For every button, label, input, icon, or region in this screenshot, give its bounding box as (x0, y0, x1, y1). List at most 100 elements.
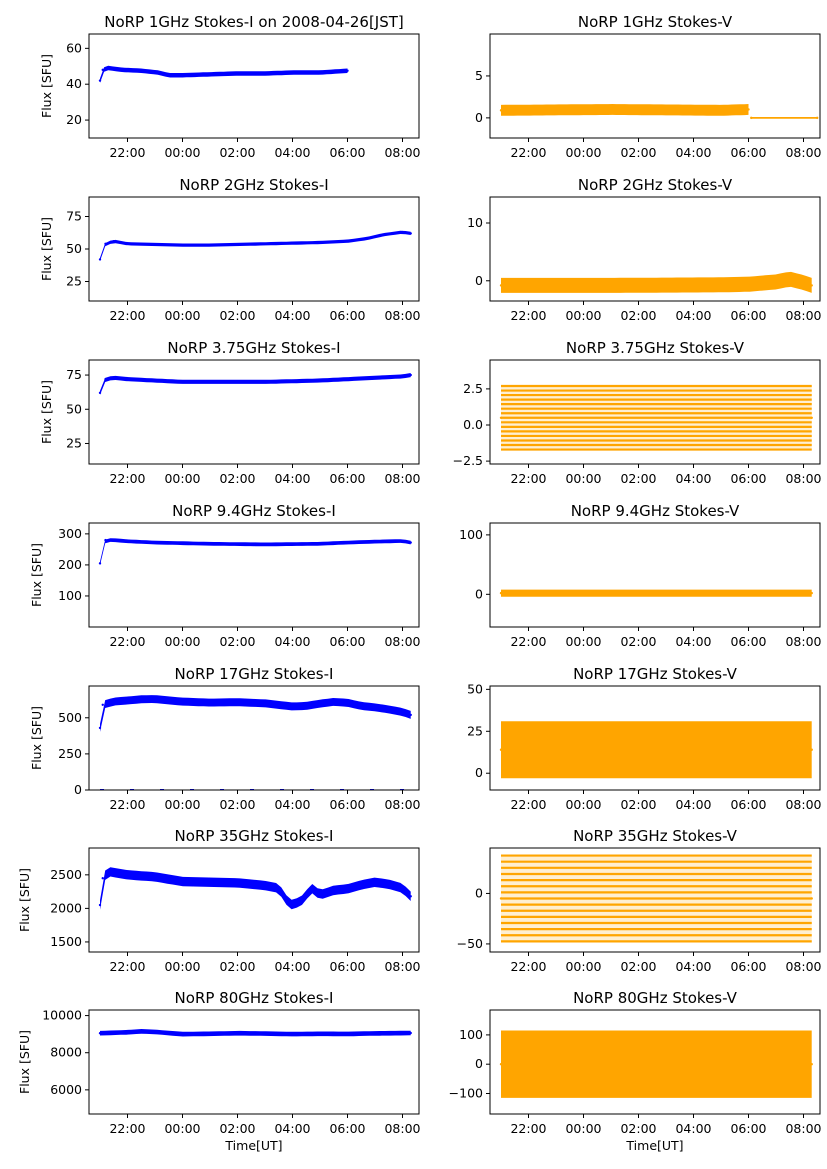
panel-data (98, 65, 349, 83)
y-tick-label: 75 (66, 367, 82, 382)
y-tick-label: 0.0 (463, 417, 483, 432)
x-tick-label: 02:00 (219, 797, 255, 812)
panel-i-375ghz: 25 50 75 22:00 00:00 02:00 04:00 06:00 08:00 NoRP… (39, 339, 421, 486)
data-point (98, 79, 102, 82)
x-tick-label: 02:00 (620, 145, 656, 160)
x-tick-label: 06:00 (329, 145, 365, 160)
data-point (208, 881, 212, 884)
y-tick-label: 2.5 (463, 381, 483, 396)
y-tick-label: 75 (66, 209, 82, 224)
panel-data (98, 695, 412, 790)
y-tick-label: 8000 (50, 1045, 82, 1060)
panel-title: NoRP 2GHz Stokes-I (179, 176, 328, 194)
data-point (360, 704, 363, 708)
y-tick-label: 25 (66, 274, 82, 289)
series-0-band (100, 538, 411, 566)
data-point (208, 1032, 212, 1035)
panel-v-17ghz: 0 25 50 22:00 00:00 02:00 04:00 06:00 08:00 NoRP … (467, 665, 821, 812)
data-point (719, 109, 723, 112)
y-tick-label: 0 (475, 586, 483, 601)
data-point (104, 242, 107, 245)
data-point (126, 873, 129, 877)
x-tick-label: 00:00 (565, 797, 601, 812)
data-point (167, 699, 170, 702)
data-point (263, 884, 267, 887)
x-tick-label: 02:00 (620, 634, 656, 649)
panel-title: NoRP 9.4GHz Stokes-I (172, 502, 336, 520)
x-tick-label: 22:00 (510, 471, 546, 486)
series-0-band (501, 104, 749, 116)
data-point (409, 713, 412, 717)
data-point (291, 542, 294, 546)
series-0-band (100, 695, 411, 732)
x-tick-label: 04:00 (274, 634, 310, 649)
data-point (208, 380, 212, 384)
data-point (181, 243, 184, 247)
x-tick-label: 02:00 (620, 471, 656, 486)
data-point (291, 380, 294, 383)
data-point (810, 284, 813, 287)
panel-data (98, 230, 412, 261)
panel-title: NoRP 3.75GHz Stokes-V (566, 339, 745, 357)
data-point (409, 1031, 412, 1035)
data-point (112, 538, 115, 542)
x-tick-label: 22:00 (510, 308, 546, 323)
data-point (346, 69, 349, 72)
x-tick-label: 06:00 (730, 471, 766, 486)
panel-data (98, 867, 412, 910)
x-tick-label: 04:00 (274, 797, 310, 812)
x-tick-label: 08:00 (785, 797, 821, 812)
data-point (609, 284, 613, 287)
data-point (409, 895, 412, 898)
data-point (332, 700, 335, 704)
x-tick-label: 02:00 (620, 1121, 656, 1136)
y-tick-label: 100 (459, 1027, 483, 1042)
data-point (318, 379, 322, 382)
x-tick-label: 04:00 (675, 308, 711, 323)
panels: 20 40 60 22:00 00:00 02:00 04:00 06:00 08:00 NoRP… (17, 13, 822, 1153)
data-point (291, 705, 294, 708)
data-point (153, 541, 157, 544)
data-point (810, 748, 813, 751)
x-tick-label: 04:00 (274, 959, 310, 974)
data-point (291, 71, 294, 74)
series-0-band (100, 373, 411, 395)
x-tick-label: 04:00 (675, 145, 711, 160)
data-point (167, 74, 170, 77)
y-tick-label: 0 (475, 1056, 483, 1071)
data-point (499, 897, 503, 900)
data-point (153, 379, 157, 382)
axes-frame (489, 359, 821, 465)
y-tick-label: 0 (475, 885, 483, 900)
data-point (140, 1030, 143, 1033)
data-point (299, 900, 302, 903)
y-tick-label: 5 (475, 68, 483, 83)
x-tick-label: 02:00 (219, 634, 255, 649)
y-tick-label: 50 (467, 681, 483, 696)
x-tick-label: 04:00 (274, 308, 310, 323)
x-tick-label: 06:00 (730, 1121, 766, 1136)
data-point (107, 870, 110, 873)
data-point (126, 699, 129, 702)
data-point (774, 280, 778, 284)
data-point (499, 1062, 503, 1066)
data-point (98, 1032, 102, 1035)
data-point (750, 116, 753, 120)
data-point (409, 541, 412, 544)
x-tick-label: 02:00 (620, 308, 656, 323)
x-tick-label: 22:00 (109, 959, 145, 974)
panel-v-375ghz: −2.5 0.0 2.5 22:00 00:00 02:00 04:00 06:00 08:00… (453, 339, 822, 486)
data-point (810, 416, 813, 419)
y-tick-label: 300 (58, 526, 82, 541)
panel-title: NoRP 80GHz Stokes-I (175, 989, 334, 1007)
x-tick-label: 04:00 (274, 471, 310, 486)
data-point (236, 380, 239, 384)
y-tick-label: 250 (58, 746, 82, 761)
x-tick-label: 04:00 (274, 145, 310, 160)
data-point (98, 726, 102, 730)
data-point (291, 1032, 294, 1036)
y-tick-label: 1500 (50, 934, 82, 949)
y-tick-label: 0 (475, 110, 483, 125)
y-tick-label: 2000 (50, 900, 82, 915)
x-tick-label: 00:00 (565, 634, 601, 649)
